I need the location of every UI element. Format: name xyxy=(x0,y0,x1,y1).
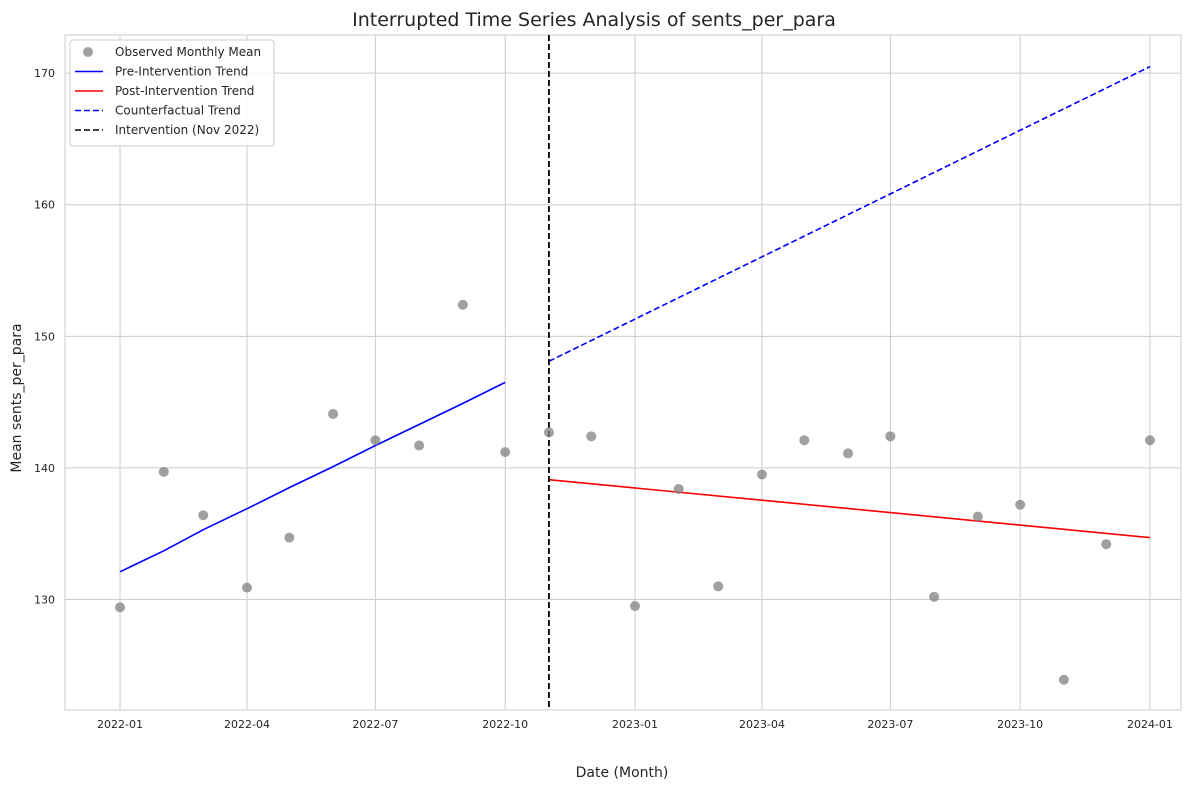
observed-point xyxy=(414,440,425,451)
y-tick-label: 130 xyxy=(34,593,55,606)
observed-point xyxy=(543,427,554,438)
x-tick-label: 2022-07 xyxy=(352,718,398,731)
observed-point xyxy=(756,469,767,480)
tick-labels: 2022-01 2022-04 2022-07 2022-10 2023-01 2023-… xyxy=(34,67,1173,731)
y-tick-label: 150 xyxy=(34,330,55,343)
observed-point xyxy=(586,431,597,442)
post-intervention-trend-line xyxy=(548,478,1151,539)
chart-title: Interrupted Time Series Analysis of sent… xyxy=(352,9,836,31)
x-tick-label: 2024-01 xyxy=(1127,718,1173,731)
observed-point xyxy=(328,408,339,419)
x-tick-label: 2022-04 xyxy=(224,718,270,731)
observed-point xyxy=(885,431,896,442)
observed-point xyxy=(115,602,126,613)
observed-point xyxy=(158,466,169,477)
observed-point xyxy=(713,581,724,592)
observed-point xyxy=(242,582,253,593)
observed-point xyxy=(198,510,209,521)
legend: Observed Monthly Mean Pre-Intervention Tr… xyxy=(69,39,275,147)
legend-box xyxy=(69,39,275,147)
observed-point xyxy=(629,601,640,612)
x-tick-label: 2022-01 xyxy=(97,718,143,731)
legend-entry-label: Pre-Intervention Trend xyxy=(115,65,248,79)
observed-point xyxy=(799,435,810,446)
observed-point xyxy=(1144,435,1155,446)
x-tick-label: 2023-04 xyxy=(739,718,785,731)
observed-point xyxy=(1015,499,1026,510)
y-tick-label: 170 xyxy=(34,67,55,80)
observed-point xyxy=(284,532,295,543)
observed-point xyxy=(370,435,381,446)
observed-point xyxy=(500,447,511,458)
observed-point xyxy=(1058,674,1069,685)
observed-point xyxy=(972,511,983,522)
observed-point xyxy=(1101,539,1112,550)
plot-area-border xyxy=(64,34,1182,711)
legend-entry-label: Counterfactual Trend xyxy=(115,104,241,118)
y-tick-label: 140 xyxy=(34,462,55,475)
observed-point xyxy=(457,299,468,310)
x-axis-label: Date (Month) xyxy=(576,765,669,781)
y-axis-label: Mean sents_per_para xyxy=(9,323,25,472)
x-tick-label: 2023-07 xyxy=(867,718,913,731)
axes-frame xyxy=(64,34,1182,711)
legend-entry-label: Observed Monthly Mean xyxy=(115,45,261,59)
x-tick-label: 2023-10 xyxy=(997,718,1043,731)
observed-point xyxy=(929,591,940,602)
y-tick-label: 160 xyxy=(34,199,55,212)
counterfactual-trend-line xyxy=(548,65,1151,363)
pre-intervention-trend-line xyxy=(119,381,506,573)
observed-point xyxy=(673,483,684,494)
x-tick-label: 2023-01 xyxy=(612,718,658,731)
grid-lines xyxy=(65,35,1181,710)
legend-entry-label: Intervention (Nov 2022) xyxy=(115,123,259,137)
observed-point xyxy=(843,448,854,459)
series-layer xyxy=(115,35,1155,710)
legend-entry-label: Post-Intervention Trend xyxy=(115,84,254,98)
legend-marker-observed xyxy=(83,47,93,57)
x-tick-label: 2022-10 xyxy=(482,718,528,731)
